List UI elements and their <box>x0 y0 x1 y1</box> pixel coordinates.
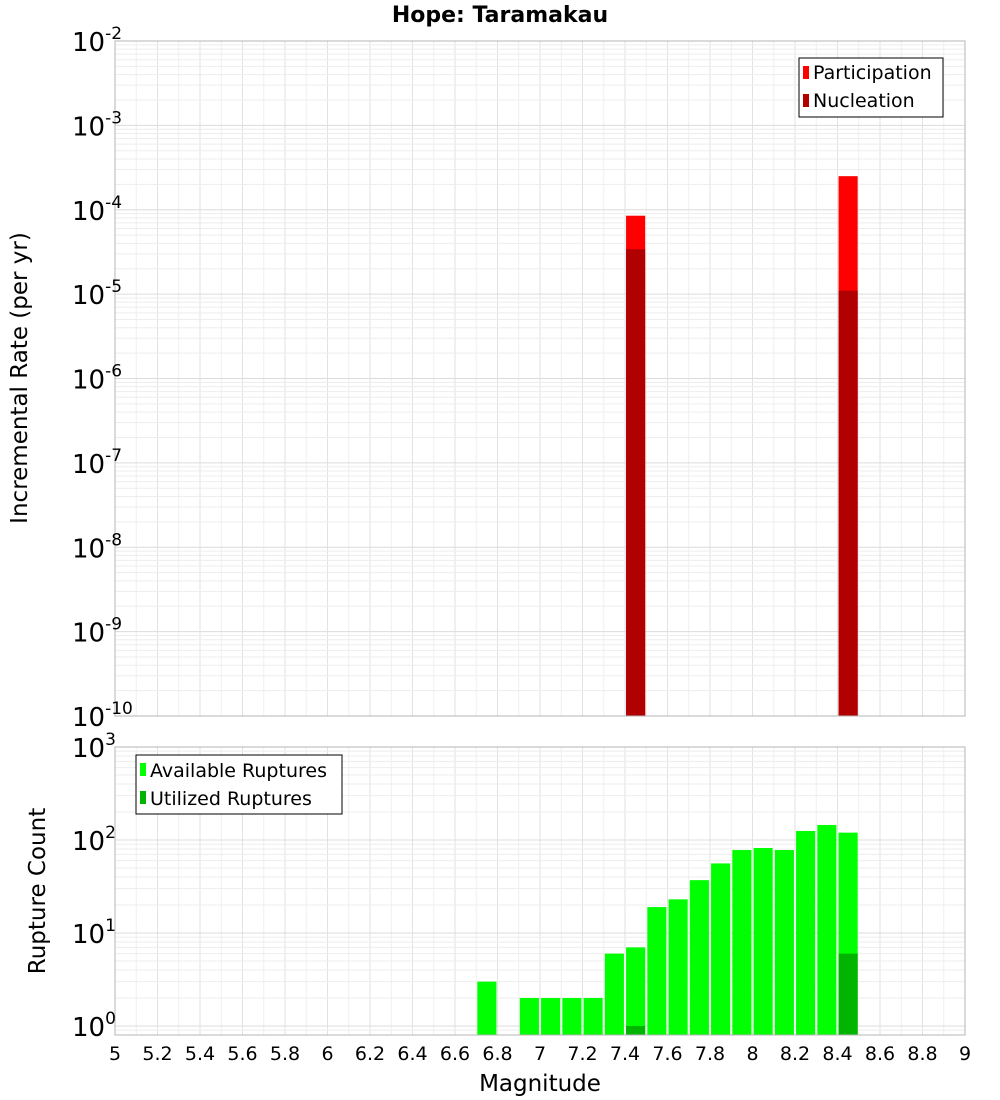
x-tick-label: 8.4 <box>822 1043 852 1065</box>
y-tick-label: 10-10 <box>72 699 133 733</box>
rate-nucleation-bar <box>626 249 646 716</box>
x-tick-label: 6.2 <box>355 1043 385 1065</box>
count-utilized-ruptures-bar <box>626 1025 646 1035</box>
count-plot-y-ticks: 100 101 102 103 <box>72 730 116 1043</box>
rate-plot-bars <box>626 176 858 717</box>
y-tick-label: 10-3 <box>72 108 122 142</box>
count-legend-box <box>135 754 343 815</box>
count-plot-bars <box>477 824 858 1035</box>
x-tick-label: 5 <box>109 1043 121 1065</box>
y-tick-label: 101 <box>72 916 116 950</box>
y-tick-label: 10-9 <box>72 615 122 649</box>
x-tick-label: 5.6 <box>227 1043 257 1065</box>
count-available-ruptures-bar <box>562 997 582 1035</box>
available-legend-label: Available Ruptures <box>150 760 327 782</box>
rate-plot-gridlines <box>114 40 966 717</box>
count-available-ruptures-bar <box>689 880 709 1035</box>
count-available-ruptures-bar <box>626 947 646 1035</box>
y-tick-label: 10-8 <box>72 530 122 564</box>
x-tick-label: 7.8 <box>695 1043 725 1065</box>
y-tick-label: 10-5 <box>72 277 122 311</box>
count-available-ruptures-bar <box>711 863 731 1035</box>
count-available-ruptures-bar <box>647 907 667 1035</box>
nucleation-legend-label: Nucleation <box>813 90 915 112</box>
x-tick-label: 7.6 <box>652 1043 682 1065</box>
x-tick-label: 6 <box>321 1043 333 1065</box>
count-available-ruptures-bar <box>668 899 688 1035</box>
count-available-ruptures-bar <box>796 830 816 1035</box>
count-available-ruptures-bar <box>753 848 773 1035</box>
x-axis-label: Magnitude <box>479 1071 601 1097</box>
y-tick-label: 102 <box>72 823 116 857</box>
x-tick-label: 5.2 <box>142 1043 172 1065</box>
available-legend-swatch <box>140 763 146 776</box>
count-available-ruptures-bar <box>541 997 561 1035</box>
count-utilized-ruptures-bar <box>838 953 858 1035</box>
count-plot-frame <box>114 746 966 1036</box>
x-tick-label: 9 <box>959 1043 971 1065</box>
count-legend: Available Ruptures Utilized Ruptures <box>135 754 343 815</box>
count-y-axis-label: Rupture Count <box>25 808 51 974</box>
x-tick-label: 5.4 <box>185 1043 215 1065</box>
x-tick-label: 8.8 <box>907 1043 937 1065</box>
count-available-ruptures-bar <box>604 953 624 1035</box>
rate-nucleation-bar <box>838 290 858 716</box>
rate-legend-box <box>798 57 944 118</box>
y-tick-label: 100 <box>72 1009 116 1043</box>
participation-legend-swatch <box>803 66 809 79</box>
x-tick-label: 6.4 <box>397 1043 427 1065</box>
x-tick-label: 7.4 <box>610 1043 640 1065</box>
count-plot-x-ticks: 5 5.2 5.4 5.6 5.8 6 6.2 6.4 6.6 6.8 7 7.2 7.4 7.6 7.8 8… <box>109 1043 971 1065</box>
count-available-ruptures-bar <box>519 997 539 1035</box>
count-available-ruptures-bar <box>583 997 603 1035</box>
participation-legend-label: Participation <box>813 62 932 84</box>
utilized-legend-label: Utilized Ruptures <box>150 788 312 810</box>
utilized-legend-swatch <box>140 791 146 804</box>
count-available-ruptures-bar <box>774 850 794 1035</box>
y-tick-label: 10-6 <box>72 362 122 396</box>
rate-plot-frame <box>114 40 966 717</box>
count-available-ruptures-bar <box>817 824 837 1035</box>
x-tick-label: 6.6 <box>440 1043 470 1065</box>
x-tick-label: 7 <box>534 1043 546 1065</box>
y-tick-label: 10-4 <box>72 193 122 227</box>
count-available-ruptures-bar <box>732 850 752 1035</box>
x-tick-label: 8 <box>746 1043 758 1065</box>
rate-legend: Participation Nucleation <box>798 57 944 118</box>
x-tick-label: 7.2 <box>567 1043 597 1065</box>
chart-title: Hope: Taramakau <box>392 3 608 28</box>
x-tick-label: 5.8 <box>270 1043 300 1065</box>
rate-plot-y-ticks: 10-10 10-9 10-8 10-7 10-6 10-5 10-4 10-3 10-2 <box>72 24 133 733</box>
rate-y-axis-label: Incremental Rate (per yr) <box>7 232 33 524</box>
y-tick-label: 10-7 <box>72 446 122 480</box>
nucleation-legend-swatch <box>803 94 809 107</box>
count-available-ruptures-bar <box>477 981 497 1035</box>
x-tick-label: 8.2 <box>780 1043 810 1065</box>
x-tick-label: 8.6 <box>865 1043 895 1065</box>
x-tick-label: 6.8 <box>482 1043 512 1065</box>
y-tick-label: 10-2 <box>72 24 122 58</box>
y-tick-label: 103 <box>72 730 116 764</box>
